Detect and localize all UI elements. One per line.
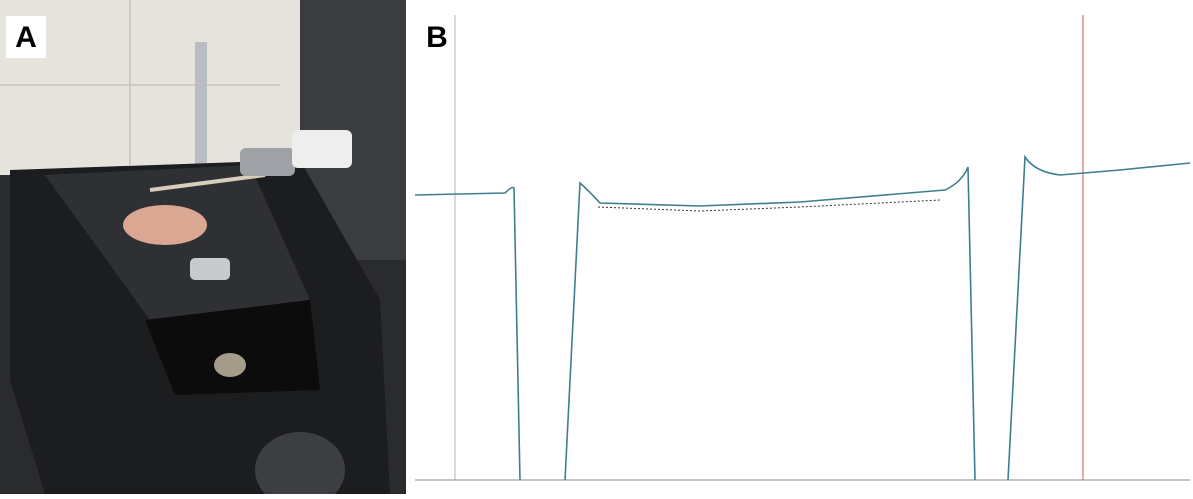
panel-label: A xyxy=(15,21,37,54)
sample-disk xyxy=(123,205,207,245)
trace xyxy=(414,154,1191,481)
clip xyxy=(190,258,230,280)
trace-panel: B xyxy=(410,0,1193,494)
trace-background xyxy=(410,0,1193,494)
panel-label: B xyxy=(426,21,448,54)
photo-panel: A xyxy=(0,0,406,499)
knob xyxy=(255,432,345,499)
probe-holder xyxy=(240,148,295,176)
label-background xyxy=(6,16,46,58)
probe xyxy=(149,173,266,192)
nozzle xyxy=(214,353,246,377)
noise xyxy=(597,199,941,212)
rod xyxy=(195,42,207,182)
stage-well xyxy=(145,300,320,395)
cable-label xyxy=(292,130,352,168)
